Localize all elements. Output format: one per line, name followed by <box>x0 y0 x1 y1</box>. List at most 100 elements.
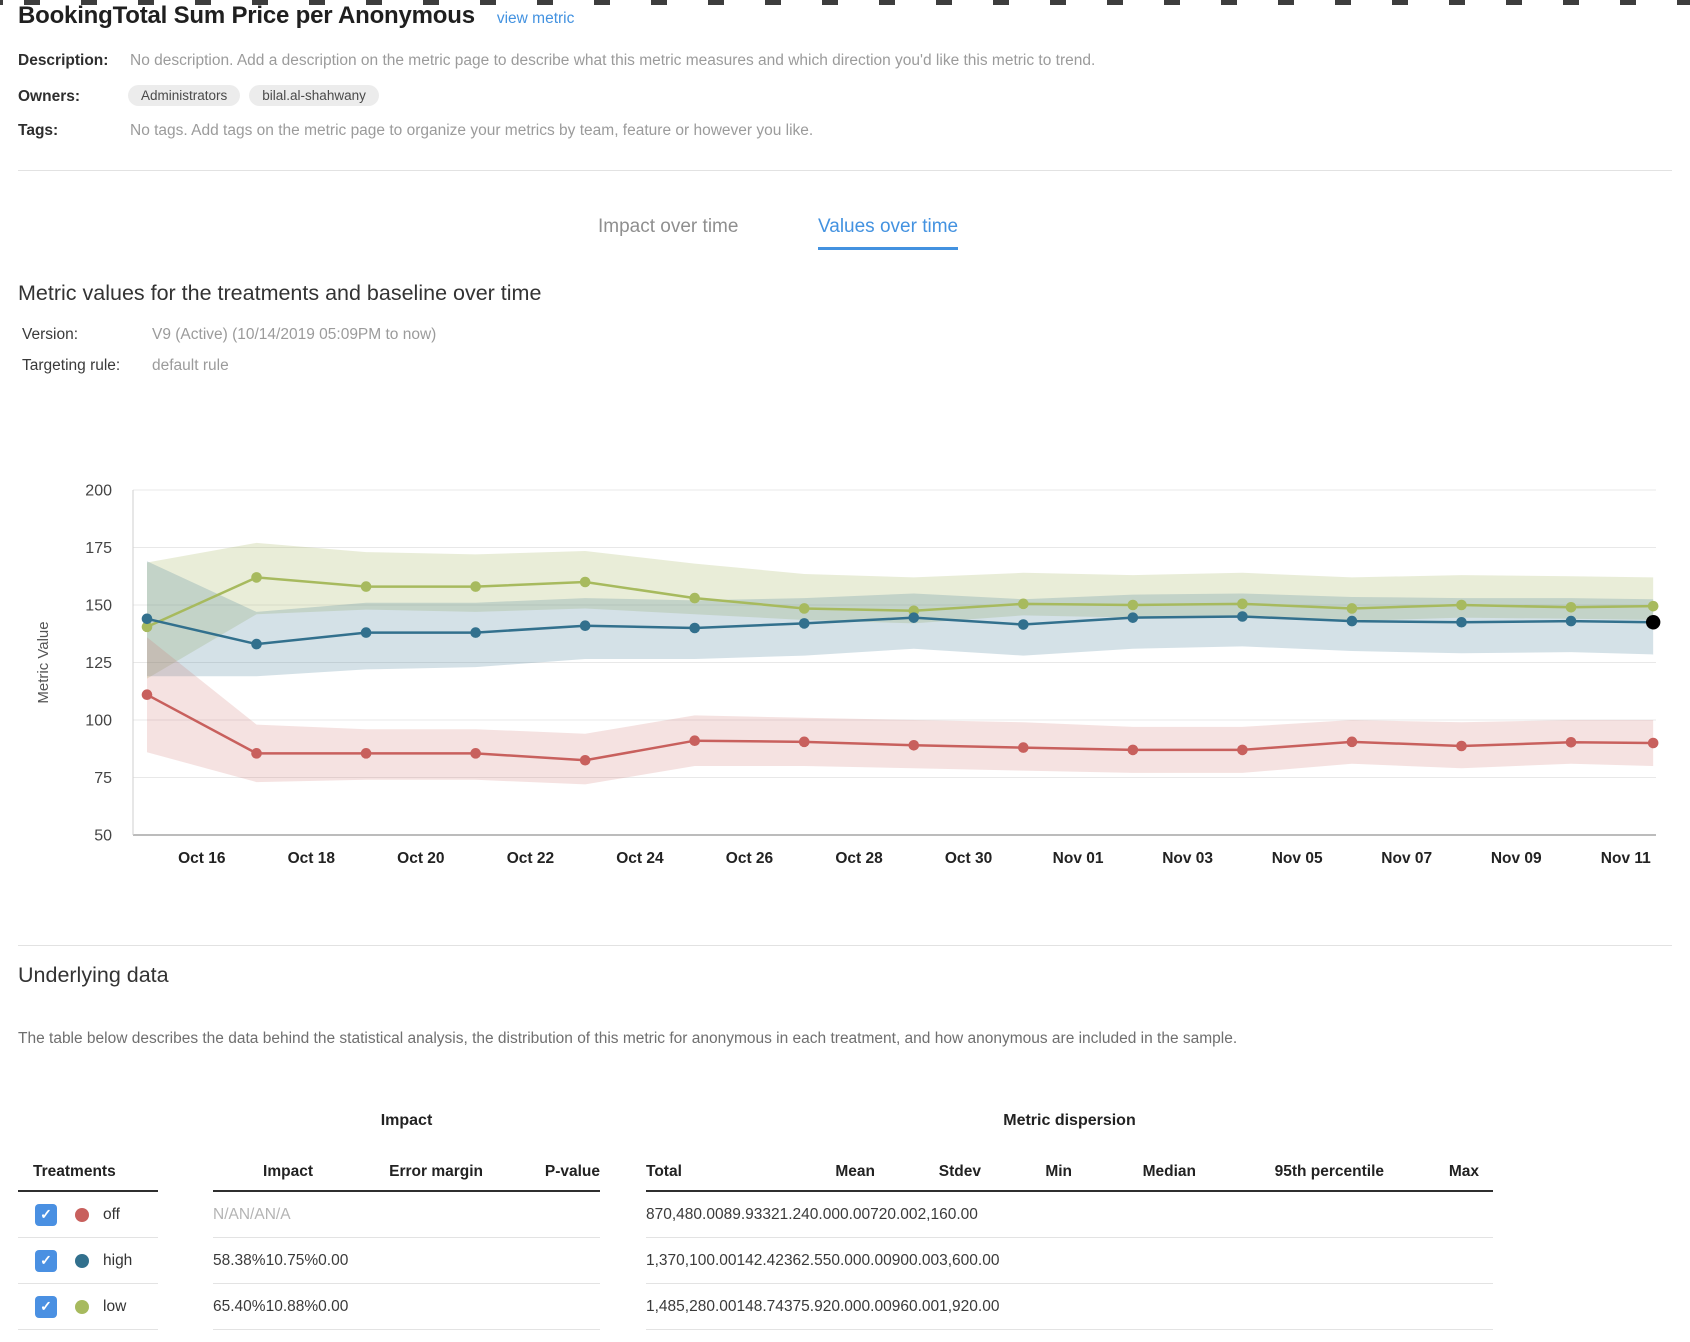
x-axis-tick: Oct 30 <box>945 850 992 867</box>
data-point-high[interactable] <box>1346 615 1358 627</box>
data-point-high[interactable] <box>908 612 920 623</box>
data-point-off[interactable] <box>798 736 810 748</box>
dispersion-column-header: Max <box>1448 1163 1479 1180</box>
data-point-low[interactable] <box>1127 599 1139 611</box>
data-point-high[interactable] <box>1127 612 1139 623</box>
data-point-low[interactable] <box>798 603 810 614</box>
dispersion-cell: 148.74 <box>736 1297 784 1315</box>
dispersion-cell: 870,480.00 <box>646 1205 724 1223</box>
y-axis-tick: 75 <box>94 770 112 787</box>
impact-cell: 10.75% <box>265 1251 319 1269</box>
data-point-high[interactable] <box>1237 611 1248 622</box>
data-point-high[interactable] <box>1565 615 1577 627</box>
data-point-off[interactable] <box>1127 744 1139 756</box>
data-point-high[interactable] <box>689 622 700 634</box>
data-point-low[interactable] <box>1346 603 1358 614</box>
treatment-checkbox-high[interactable]: ✓ <box>35 1249 57 1272</box>
treatments-column-header: Treatments <box>18 1150 158 1192</box>
data-point-off[interactable] <box>1237 744 1248 756</box>
dispersion-column-header: Stdev <box>938 1163 981 1180</box>
impact-cell: 0.00 <box>318 1297 349 1315</box>
data-point-off[interactable] <box>1456 740 1467 752</box>
data-point-low[interactable] <box>1565 602 1577 613</box>
x-axis-tick: Oct 16 <box>178 850 226 867</box>
y-axis-label: Metric Value <box>35 621 52 703</box>
data-point-off[interactable] <box>1647 737 1659 749</box>
data-point-high[interactable] <box>1018 619 1029 630</box>
dispersion-cell: 1,370,100.00 <box>646 1251 737 1269</box>
data-point-off[interactable] <box>579 754 591 766</box>
data-point-low[interactable] <box>141 621 153 633</box>
data-point-high[interactable] <box>798 618 810 629</box>
description-label: Description: <box>18 52 109 69</box>
data-point-off[interactable] <box>141 689 153 700</box>
impact-group-header: Impact <box>380 1112 433 1129</box>
x-axis-tick: Oct 22 <box>507 850 554 867</box>
data-point-high[interactable] <box>1456 616 1467 628</box>
treatment-checkbox-low[interactable]: ✓ <box>35 1295 57 1318</box>
data-point-high[interactable] <box>579 620 591 631</box>
impact-column-header: P-value <box>544 1163 600 1180</box>
owner-chip: Administrators <box>128 85 241 106</box>
dispersion-cell: 142.42 <box>736 1251 784 1269</box>
tab-impact-over-time[interactable]: Impact over time <box>598 216 739 237</box>
page-title: BookingTotal Sum Price per Anonymous <box>18 2 475 29</box>
x-axis-tick: Nov 07 <box>1381 850 1432 867</box>
values-over-time-chart[interactable]: 50 75 100 125 150 175 200 Metric Value Oct 16 Oct… <box>0 440 1690 870</box>
dispersion-cell: 1,485,280.00 <box>646 1297 737 1315</box>
treatment-color-dot <box>75 1253 89 1268</box>
dispersion-cell: 2,160.00 <box>917 1205 978 1223</box>
data-point-low[interactable] <box>470 581 481 592</box>
data-point-high[interactable] <box>141 613 153 625</box>
data-point-off[interactable] <box>360 748 372 759</box>
impact-rows: N/A N/A N/A 58.38% 10.75% 0.00 65.40% 10.88% 0.0… <box>213 1192 600 1330</box>
data-point-low[interactable] <box>1018 598 1029 610</box>
data-point-high[interactable] <box>360 627 372 638</box>
y-axis-tick: 150 <box>85 598 112 615</box>
top-edge-cropped-marks <box>0 0 1690 5</box>
data-point-off[interactable] <box>470 748 481 759</box>
treatment-row-high: ✓ high <box>18 1238 158 1284</box>
dispersion-column-header: Min <box>1045 1163 1072 1180</box>
chart-svg[interactable]: 50 75 100 125 150 175 200 Metric Value Oct 16 Oct… <box>0 440 1690 870</box>
dispersion-column-header: Median <box>1142 1163 1196 1180</box>
x-axis-tick: Nov 11 <box>1601 850 1651 867</box>
data-point-off[interactable] <box>1565 737 1577 748</box>
data-point-off[interactable] <box>689 735 700 746</box>
tab-values-over-time[interactable]: Values over time <box>818 216 959 250</box>
y-axis-tick: 100 <box>85 713 112 730</box>
x-axis-tick: Oct 24 <box>616 850 664 867</box>
y-axis-tick: 175 <box>85 540 112 557</box>
data-point-low[interactable] <box>689 592 700 604</box>
data-point-low[interactable] <box>579 576 591 588</box>
view-metric-link[interactable]: view metric <box>496 10 575 27</box>
dispersion-row-low: 1,485,280.00 148.74 375.92 0.00 0.00 960.00 1,… <box>646 1284 1493 1330</box>
dispersion-cell: 1,920.00 <box>939 1297 1000 1315</box>
data-point-off[interactable] <box>1018 742 1029 753</box>
data-point-low[interactable] <box>1456 599 1467 611</box>
current-point-high[interactable] <box>1645 615 1661 630</box>
x-axis-tick: Nov 03 <box>1162 850 1213 867</box>
header: BookingTotal Sum Price per Anonymous vie… <box>18 2 574 30</box>
data-point-off[interactable] <box>251 748 262 759</box>
data-point-off[interactable] <box>1346 736 1358 748</box>
y-axis-tick: 50 <box>94 828 112 845</box>
header-divider <box>18 170 1672 171</box>
treatment-checkbox-off[interactable]: ✓ <box>35 1203 57 1226</box>
x-axis-tick: Nov 09 <box>1491 850 1542 867</box>
data-point-high[interactable] <box>470 627 481 638</box>
treatment-row-off: ✓ off <box>18 1192 158 1238</box>
dispersion-cell: 0.00 <box>831 1251 862 1269</box>
dispersion-row-high: 1,370,100.00 142.42 362.55 0.00 0.00 900.00 3,… <box>646 1238 1493 1284</box>
section-heading: Metric values for the treatments and bas… <box>18 281 542 305</box>
data-point-low[interactable] <box>251 572 262 583</box>
data-point-high[interactable] <box>251 638 262 650</box>
dispersion-cell: 0.00 <box>839 1205 871 1223</box>
data-point-low[interactable] <box>1237 598 1248 610</box>
data-point-off[interactable] <box>908 740 920 751</box>
targeting-rule-value: default rule <box>152 357 229 374</box>
dispersion-group-header: Metric dispersion <box>1003 1112 1136 1129</box>
data-point-low[interactable] <box>1647 600 1659 612</box>
data-point-low[interactable] <box>360 581 372 592</box>
